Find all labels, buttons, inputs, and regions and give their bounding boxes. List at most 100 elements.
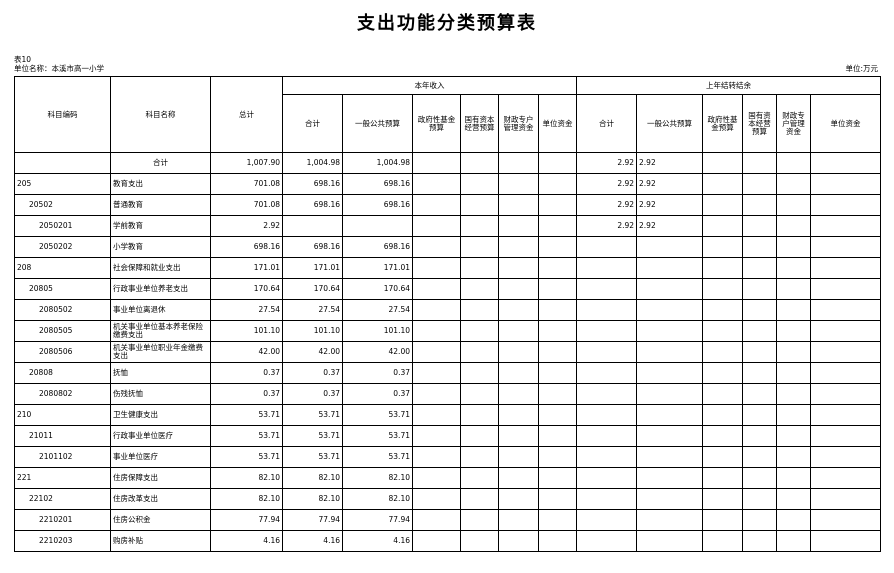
cell-carry-state-capital	[742, 173, 778, 195]
cell-carry-fiscal-special	[776, 299, 812, 321]
cell-carry-fiscal-special	[776, 488, 812, 510]
cell-carry-gov-fund	[702, 404, 744, 426]
cell-carry-subtotal	[576, 425, 638, 447]
cell-carry-gov-fund	[702, 152, 744, 174]
cell-carry-general-public	[636, 383, 704, 405]
cell-total: 53.71	[210, 425, 283, 447]
cell-total: 77.94	[210, 509, 283, 531]
cell-fiscal-special	[498, 152, 539, 174]
cell-subtotal: 53.71	[282, 404, 343, 426]
cell-carry-state-capital	[742, 257, 778, 279]
cell-carry-general-public	[636, 404, 704, 426]
cell-carry-fiscal-special	[776, 215, 812, 237]
cell-unit-funds	[537, 530, 578, 552]
cell-carry-state-capital	[742, 404, 778, 426]
header-row-1: 科目编码 科目名称 总计 本年收入 上年结转结余	[14, 76, 882, 153]
cell-state-capital	[460, 362, 499, 384]
header-carry-subtotal: 合计	[576, 94, 638, 153]
cell-carry-gov-fund	[702, 362, 744, 384]
cell-carry-state-capital	[742, 194, 778, 216]
cell-unit-funds	[537, 320, 578, 342]
cell-gov-fund	[412, 236, 461, 258]
cell-total: 27.54	[210, 299, 283, 321]
cell-carry-unit-funds	[810, 257, 882, 279]
cell-gov-fund	[412, 299, 461, 321]
cell-carry-general-public: 2.92	[636, 173, 704, 195]
cell-carry-general-public	[636, 341, 704, 363]
cell-total: 82.10	[210, 488, 283, 510]
cell-gov-fund	[412, 215, 461, 237]
cell-carry-unit-funds	[810, 425, 882, 447]
cell-code: 2101102	[14, 446, 111, 468]
cell-gov-fund	[412, 383, 461, 405]
header-carry-unit-funds: 单位资金	[810, 94, 882, 153]
cell-carry-subtotal	[576, 320, 638, 342]
cell-code: 2050202	[14, 236, 111, 258]
cell-carry-gov-fund	[702, 236, 744, 258]
cell-code: 2080505	[14, 320, 111, 342]
cell-carry-fiscal-special	[776, 362, 812, 384]
cell-carry-general-public	[636, 530, 704, 552]
header-total: 总计	[210, 76, 283, 153]
table-row: 20808 抚恤 0.37 0.37 0.37	[14, 362, 882, 384]
cell-subtotal: 42.00	[282, 341, 343, 363]
cell-fiscal-special	[498, 467, 539, 489]
cell-general-public: 77.94	[342, 509, 413, 531]
cell-unit-funds	[537, 257, 578, 279]
cell-unit-funds	[537, 215, 578, 237]
cell-general-public: 82.10	[342, 467, 413, 489]
cell-subtotal: 0.37	[282, 383, 343, 405]
cell-carry-state-capital	[742, 299, 778, 321]
cell-carry-fiscal-special	[776, 278, 812, 300]
cell-carry-subtotal	[576, 509, 638, 531]
cell-state-capital	[460, 383, 499, 405]
cell-name: 合计	[110, 152, 211, 174]
cell-general-public: 698.16	[342, 173, 413, 195]
table-row: 2080506 机关事业单位职业年金缴费支出 42.00 42.00 42.00	[14, 341, 882, 363]
table-row: 2080505 机关事业单位基本养老保险缴费支出 101.10 101.10 101.1…	[14, 320, 882, 342]
header-carry-fiscal-special: 财政专户管理资金	[776, 94, 812, 153]
table-row: 2050202 小学教育 698.16 698.16 698.16	[14, 236, 882, 258]
cell-carry-state-capital	[742, 425, 778, 447]
cell-carry-gov-fund	[702, 215, 744, 237]
cell-carry-subtotal	[576, 530, 638, 552]
cell-general-public: 171.01	[342, 257, 413, 279]
cell-state-capital	[460, 299, 499, 321]
cell-carry-subtotal	[576, 488, 638, 510]
cell-gov-fund	[412, 509, 461, 531]
cell-code: 208	[14, 257, 111, 279]
cell-carry-general-public	[636, 278, 704, 300]
cell-fiscal-special	[498, 320, 539, 342]
cell-carry-fiscal-special	[776, 404, 812, 426]
cell-name: 抚恤	[110, 362, 211, 384]
header-code: 科目编码	[14, 76, 111, 153]
cell-subtotal: 27.54	[282, 299, 343, 321]
cell-total: 701.08	[210, 194, 283, 216]
header-row-2: 合计 一般公共预算 政府性基金预算 国有资本经营预算 财政专户管理资金 单位资金…	[15, 94, 882, 153]
cell-code: 221	[14, 467, 111, 489]
cell-gov-fund	[412, 425, 461, 447]
cell-carry-state-capital	[742, 488, 778, 510]
cell-carry-gov-fund	[702, 194, 744, 216]
cell-unit-funds	[537, 362, 578, 384]
cell-carry-subtotal	[576, 257, 638, 279]
cell-code: 21011	[14, 425, 111, 447]
cell-carry-general-public	[636, 467, 704, 489]
cell-state-capital	[460, 320, 499, 342]
cell-code: 20808	[14, 362, 111, 384]
table-row: 22102 住房改革支出 82.10 82.10 82.10	[14, 488, 882, 510]
cell-total: 701.08	[210, 173, 283, 195]
cell-name: 住房公积金	[110, 509, 211, 531]
cell-total: 53.71	[210, 404, 283, 426]
cell-subtotal: 698.16	[282, 173, 343, 195]
cell-fiscal-special	[498, 236, 539, 258]
cell-state-capital	[460, 236, 499, 258]
cell-carry-general-public: 2.92	[636, 215, 704, 237]
cell-total: 53.71	[210, 446, 283, 468]
cell-name: 事业单位离退休	[110, 299, 211, 321]
cell-unit-funds	[537, 467, 578, 489]
cell-carry-subtotal: 2.92	[576, 215, 638, 237]
cell-code: 205	[14, 173, 111, 195]
table-row: 2101102 事业单位医疗 53.71 53.71 53.71	[14, 446, 882, 468]
cell-state-capital	[460, 509, 499, 531]
